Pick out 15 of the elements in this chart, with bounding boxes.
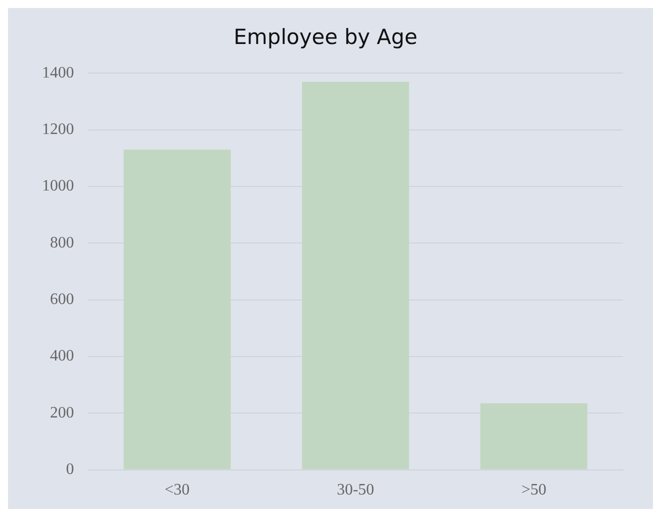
bar xyxy=(124,150,231,470)
x-tick-label: 30-50 xyxy=(336,482,374,499)
bar xyxy=(480,403,588,470)
x-tick-label: <30 xyxy=(164,482,190,499)
y-tick-label: 1400 xyxy=(42,64,74,82)
y-tick-label: 1200 xyxy=(42,121,74,138)
y-tick-label: 200 xyxy=(50,404,74,422)
bar xyxy=(302,82,409,470)
x-tick-label: >50 xyxy=(521,482,546,499)
y-tick-label: 1000 xyxy=(42,178,74,195)
chart-title: Employee by Age xyxy=(234,25,418,50)
y-tick-label: 400 xyxy=(50,348,74,365)
y-tick-label: 800 xyxy=(50,234,74,252)
y-tick-label: 0 xyxy=(66,461,74,478)
y-tick-label: 600 xyxy=(50,291,74,308)
